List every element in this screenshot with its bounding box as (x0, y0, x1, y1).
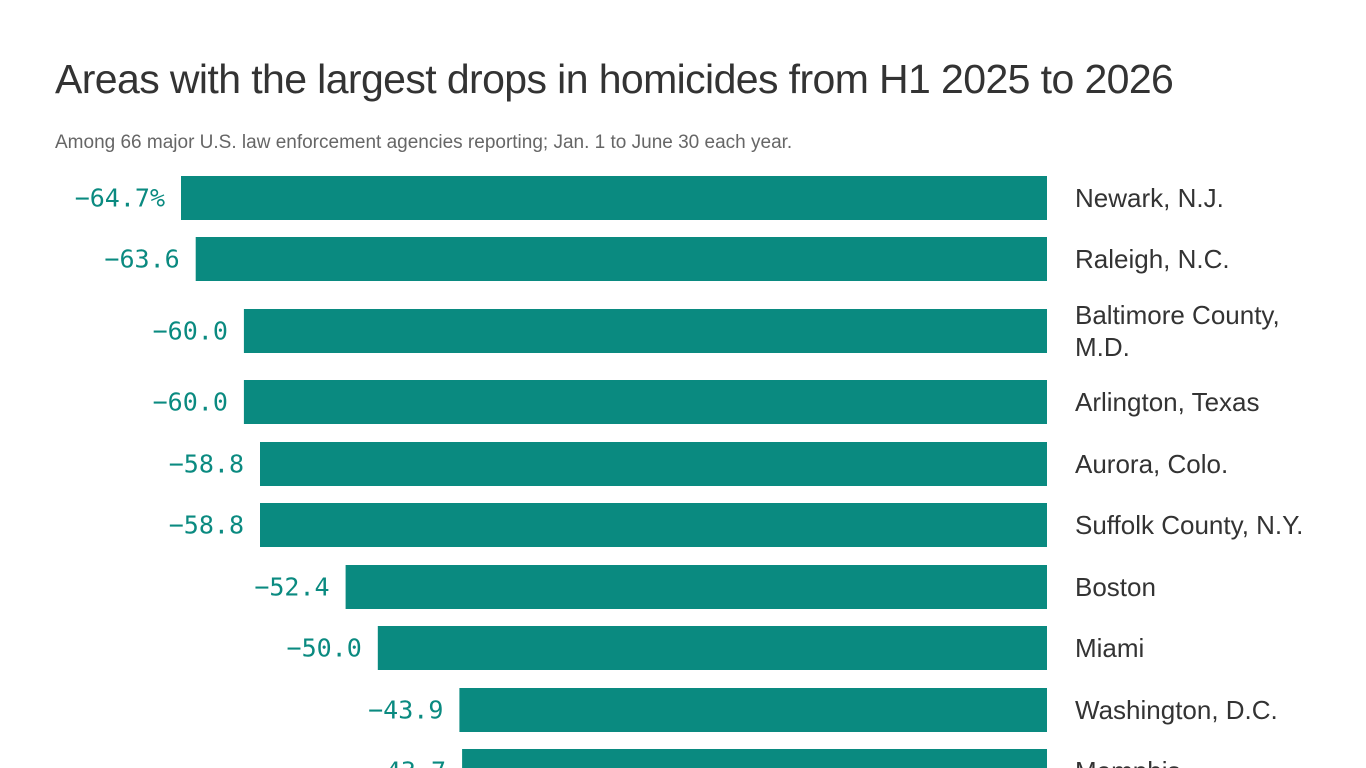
chart-subtitle: Among 66 major U.S. law enforcement agen… (55, 132, 793, 153)
data-label: −60.0 (153, 388, 228, 417)
bar (181, 176, 1047, 220)
category-label: Newark, N.J. (1075, 183, 1224, 213)
category-label: Miami (1075, 633, 1144, 663)
data-label: −58.8 (169, 450, 244, 479)
bar (260, 503, 1047, 547)
category-label: Suffolk County, N.Y. (1075, 510, 1303, 540)
data-label: −52.4 (254, 573, 329, 602)
bar (195, 237, 1047, 281)
category-label: Baltimore County, M.D. (1075, 300, 1280, 362)
bar (345, 565, 1048, 609)
data-label: −60.0 (153, 317, 228, 346)
category-label: Memphis (1075, 756, 1180, 768)
category-label: Washington, D.C. (1075, 695, 1278, 725)
chart-title: Areas with the largest drops in homicide… (55, 56, 1174, 102)
data-label: −63.6 (104, 245, 179, 274)
bar (243, 309, 1047, 353)
bar (243, 380, 1047, 424)
category-label: Aurora, Colo. (1075, 449, 1228, 479)
bar (459, 688, 1047, 732)
bar (462, 749, 1048, 768)
data-label: −58.8 (169, 511, 244, 540)
data-label: −43.9 (368, 696, 443, 725)
category-label: Arlington, Texas (1075, 387, 1260, 417)
data-label: −43.7 (371, 757, 446, 768)
category-label: Raleigh, N.C. (1075, 244, 1230, 274)
data-label: −64.7% (75, 184, 165, 213)
bar (377, 626, 1047, 670)
data-label: −50.0 (287, 634, 362, 663)
category-label: Boston (1075, 572, 1156, 602)
bar (260, 442, 1047, 486)
